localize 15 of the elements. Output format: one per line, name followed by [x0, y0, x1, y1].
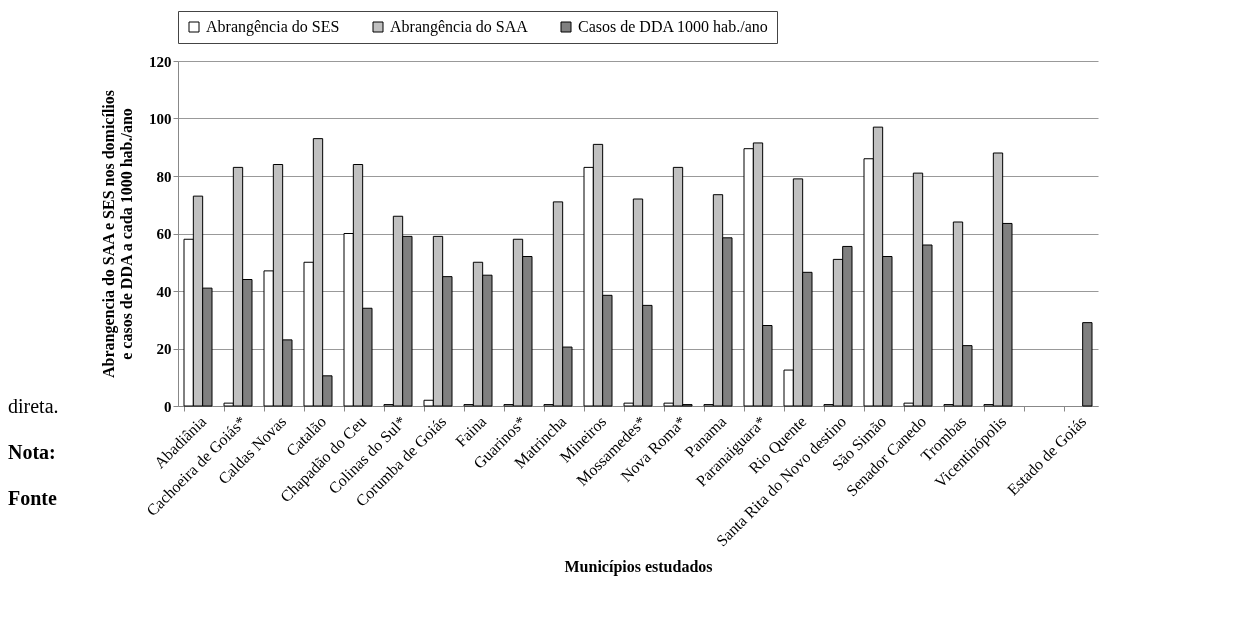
text: direta. — [8, 395, 60, 419]
y-tick-label: 100 — [149, 111, 172, 127]
text: Fonte — [8, 487, 58, 511]
y-tick-label: 40 — [156, 283, 172, 300]
y-axis-title: Abrangencia do SAA e SES nos domicílios e casos de DDA a cada 1000 hab./ano — [100, 89, 135, 379]
y-tick-label: 60 — [156, 226, 172, 242]
legend-label: Abrangência do SES — [206, 18, 340, 36]
legend-label: Abrangência do SAA — [390, 18, 529, 36]
y-tick-label: 0 — [164, 398, 172, 415]
legend-label: Casos de DDA 1000 hab./ano — [578, 18, 768, 35]
text: Nota: — [8, 441, 57, 465]
y-tick-label: 80 — [156, 168, 172, 185]
y-tick-label: 120 — [149, 53, 172, 70]
y-tick-label: 20 — [156, 341, 172, 357]
x-axis-title: Municípios estudados — [564, 558, 713, 577]
